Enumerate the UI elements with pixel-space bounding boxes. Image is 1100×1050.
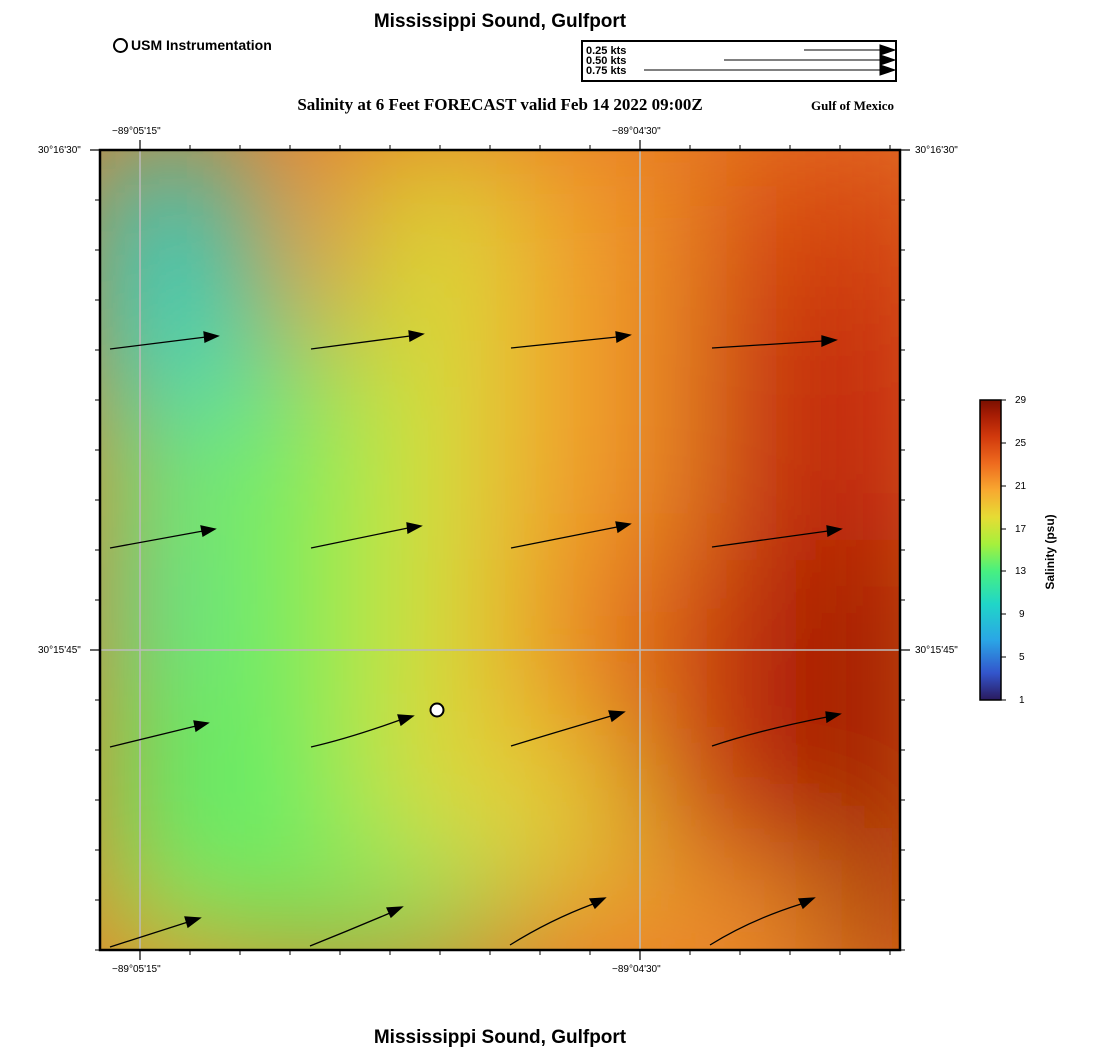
colorbar-tick: 21 — [1015, 481, 1027, 492]
arrowhead — [386, 906, 404, 919]
vector-scale-arrow-025 — [879, 44, 895, 56]
arrowhead — [406, 522, 423, 535]
map-subtitle: Salinity at 6 Feet FORECAST valid Feb 14… — [297, 95, 703, 114]
graticule — [100, 150, 900, 950]
vector-scale-legend: 0.25 kts 0.50 kts 0.75 kts — [581, 40, 897, 82]
region-label: Gulf of Mexico — [811, 98, 895, 113]
arrowhead — [408, 330, 425, 343]
arrowhead — [615, 331, 632, 344]
vector-scale-label-050: 0.50 kts — [586, 55, 627, 67]
vector-scale-label-075: 0.75 kts — [586, 65, 627, 77]
colorbar-label: Salinity (psu) — [1043, 514, 1057, 590]
vector-scale-arrows — [644, 44, 895, 76]
current-arrow — [711, 530, 829, 548]
arrowhead — [825, 711, 842, 724]
current-arrow — [310, 335, 411, 350]
footer-title: Mississippi Sound, Gulfport — [373, 1027, 627, 1048]
salinity-field — [100, 150, 900, 950]
current-arrow — [510, 715, 612, 747]
current-arrow — [509, 903, 594, 946]
salinity-map[interactable] — [90, 140, 912, 960]
arrowhead — [193, 720, 210, 733]
current-arrow — [109, 725, 197, 748]
current-arrow — [310, 719, 401, 748]
current-arrow — [711, 340, 824, 349]
arrowhead — [821, 335, 838, 347]
usm-station-marker[interactable] — [429, 702, 445, 718]
arrowhead — [615, 521, 632, 534]
colorbar-tick: 25 — [1015, 438, 1027, 449]
current-arrow — [109, 530, 204, 549]
colorbar-gradient — [979, 399, 1002, 701]
station-legend: USM Instrumentation — [113, 37, 272, 53]
arrowhead — [588, 897, 607, 910]
vector-scale-arrow-075 — [879, 64, 895, 76]
lat-label-left-2: 30°15'45" — [38, 645, 81, 656]
current-arrow — [510, 526, 618, 549]
current-arrow — [711, 716, 828, 747]
colorbar-tick: 17 — [1015, 524, 1027, 535]
salinity-colorbar — [979, 399, 1006, 701]
current-vectors — [109, 330, 843, 948]
arrowhead — [203, 331, 220, 343]
frame-ticks — [90, 140, 910, 960]
station-circle-icon — [113, 37, 128, 53]
colorbar-tick: 5 — [1019, 652, 1025, 663]
arrowhead — [184, 916, 202, 929]
vector-scale-label-025: 0.25 kts — [586, 45, 627, 57]
current-arrow — [709, 903, 802, 946]
vector-scale-arrow-050 — [879, 54, 895, 66]
current-arrow — [109, 336, 207, 350]
current-arrow — [310, 527, 409, 549]
arrowhead — [608, 710, 626, 723]
arrowhead — [200, 525, 217, 538]
lat-label-right-1: 30°16'30" — [915, 145, 958, 156]
lat-label-right-2: 30°15'45" — [915, 645, 958, 656]
current-arrow — [510, 336, 618, 349]
colorbar-tick: 9 — [1019, 609, 1025, 620]
lon-label-top-1: −89°05'15" — [112, 126, 161, 137]
lon-label-bottom-2: −89°04'30" — [612, 964, 661, 975]
current-arrow — [309, 912, 391, 947]
arrowhead — [826, 525, 843, 538]
lon-label-top-2: −89°04'30" — [612, 126, 661, 137]
lat-label-left-1: 30°16'30" — [38, 145, 81, 156]
current-arrow — [109, 921, 189, 948]
colorbar-tick: 13 — [1015, 566, 1027, 577]
arrowhead — [798, 897, 816, 910]
map-title: Mississippi Sound, Gulfport — [373, 11, 627, 32]
colorbar-tick: 29 — [1015, 395, 1027, 406]
station-legend-label: USM Instrumentation — [131, 37, 272, 53]
arrowhead — [397, 714, 415, 727]
colorbar-tick: 1 — [1019, 695, 1025, 706]
lon-label-bottom-1: −89°05'15" — [112, 964, 161, 975]
